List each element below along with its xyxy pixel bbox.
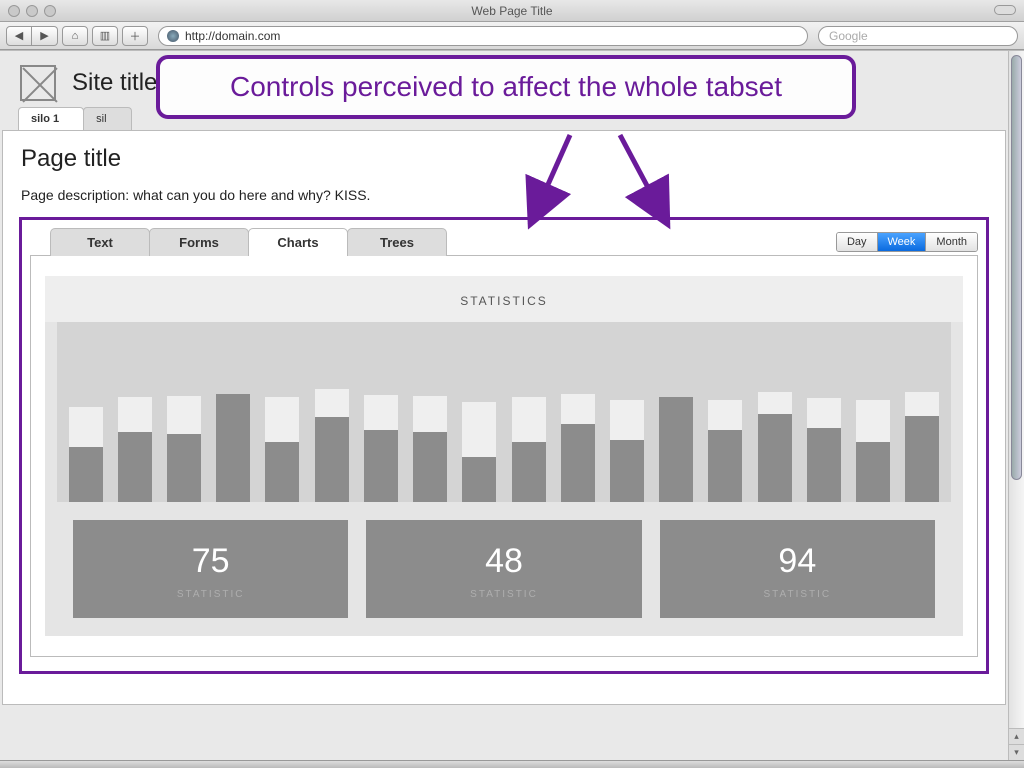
bar <box>856 352 890 502</box>
browser-viewport: Site title silo 1sil Page title Page des… <box>0 50 1024 760</box>
bar <box>807 352 841 502</box>
window-title: Web Page Title <box>0 4 1024 18</box>
bar <box>364 352 398 502</box>
bar <box>69 352 103 502</box>
bar <box>118 352 152 502</box>
stat-value: 48 <box>366 542 641 581</box>
add-bookmark-button[interactable]: ＋ <box>122 26 148 46</box>
toolbar-toggle-button[interactable] <box>994 5 1016 15</box>
bar <box>413 352 447 502</box>
page-title: Page title <box>21 145 987 173</box>
sub-tab[interactable]: Forms <box>149 228 249 256</box>
bar <box>561 352 595 502</box>
bar <box>265 352 299 502</box>
scroll-down-button[interactable]: ▾ <box>1009 744 1024 760</box>
browser-toolbar: ◀ ▶ ⌂ ▥ ＋ Google <box>0 22 1024 50</box>
vertical-scrollbar[interactable]: ▴ ▾ <box>1008 51 1024 760</box>
scrollbar-thumb[interactable] <box>1011 55 1022 480</box>
page-content: Site title silo 1sil Page title Page des… <box>0 51 1008 760</box>
scroll-up-button[interactable]: ▴ <box>1009 728 1024 744</box>
stat-cards-row: 75 STATISTIC 48 STATISTIC 94 STATISTIC <box>45 502 963 624</box>
bar <box>708 352 742 502</box>
stat-card: 48 STATISTIC <box>366 520 641 618</box>
search-bar[interactable]: Google <box>818 26 1018 46</box>
forward-button[interactable]: ▶ <box>32 26 58 46</box>
stat-label: STATISTIC <box>73 589 348 600</box>
annotation-highlight: TextFormsChartsTrees DayWeekMonth STATIS… <box>19 217 989 674</box>
stat-value: 94 <box>660 542 935 581</box>
sub-tab[interactable]: Text <box>50 228 150 256</box>
logo-placeholder-icon <box>20 65 56 101</box>
back-button[interactable]: ◀ <box>6 26 32 46</box>
bar <box>512 352 546 502</box>
silo-tab[interactable]: sil <box>83 107 131 130</box>
sub-tab[interactable]: Trees <box>347 228 447 256</box>
chart-panel: STATISTICS 75 STATISTIC 48 STATISTIC 94 STATI… <box>30 255 978 657</box>
segment-option[interactable]: Month <box>926 233 977 251</box>
bar <box>315 352 349 502</box>
bar <box>462 352 496 502</box>
window-bottom-bar <box>0 760 1024 768</box>
stat-value: 75 <box>73 542 348 581</box>
segment-option[interactable]: Day <box>837 233 878 251</box>
search-placeholder: Google <box>829 29 868 43</box>
url-input[interactable] <box>185 29 799 43</box>
window-titlebar: Web Page Title <box>0 0 1024 22</box>
bar <box>659 352 693 502</box>
bar <box>167 352 201 502</box>
sidebar-button[interactable]: ▥ <box>92 26 118 46</box>
bar-chart <box>57 322 951 502</box>
statistics-card: STATISTICS 75 STATISTIC 48 STATISTIC 94 STATI… <box>45 276 963 636</box>
home-button[interactable]: ⌂ <box>62 26 88 46</box>
bar <box>610 352 644 502</box>
bar <box>216 352 250 502</box>
sub-tab[interactable]: Charts <box>248 228 348 256</box>
statistics-title: STATISTICS <box>45 276 963 322</box>
stat-card: 94 STATISTIC <box>660 520 935 618</box>
stat-label: STATISTIC <box>366 589 641 600</box>
page-description: Page description: what can you do here a… <box>21 187 987 203</box>
time-range-segmented: DayWeekMonth <box>836 232 978 252</box>
stat-label: STATISTIC <box>660 589 935 600</box>
url-bar[interactable] <box>158 26 808 46</box>
bar <box>905 352 939 502</box>
annotation-callout: Controls perceived to affect the whole t… <box>156 55 856 119</box>
annotation-text: Controls perceived to affect the whole t… <box>182 71 830 103</box>
sub-tabs: TextFormsChartsTrees <box>50 228 446 256</box>
site-title: Site title <box>72 69 157 97</box>
page-panel: Page title Page description: what can yo… <box>2 130 1006 705</box>
segment-option[interactable]: Week <box>878 233 927 251</box>
subtab-row: TextFormsChartsTrees DayWeekMonth <box>30 228 978 256</box>
site-icon <box>167 30 179 42</box>
stat-card: 75 STATISTIC <box>73 520 348 618</box>
bar <box>758 352 792 502</box>
silo-tab[interactable]: silo 1 <box>18 107 84 130</box>
